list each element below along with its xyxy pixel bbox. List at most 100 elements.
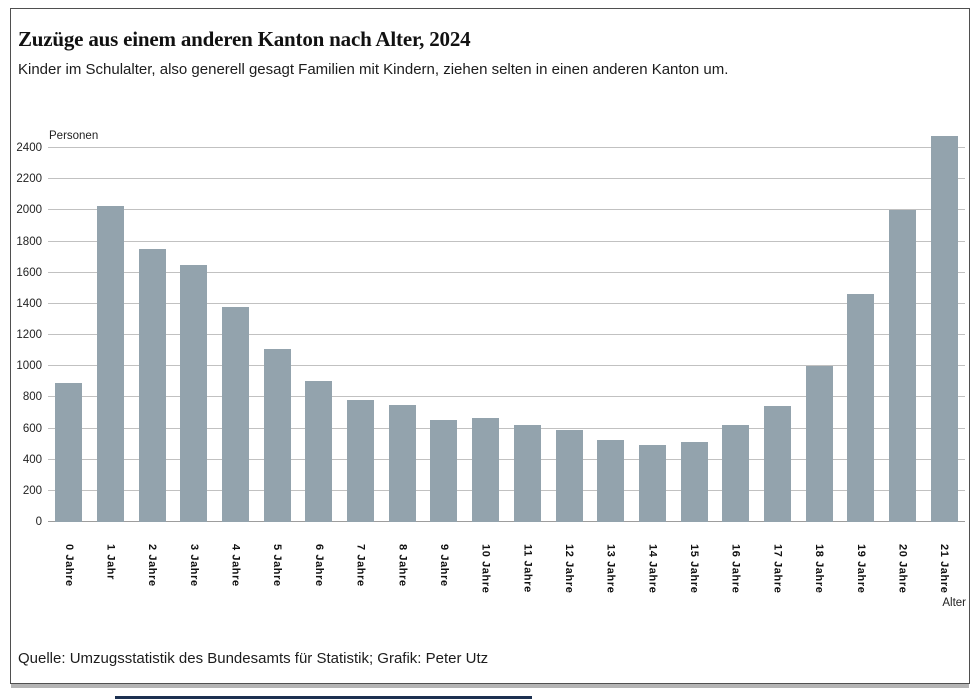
gridline (48, 271, 965, 273)
x-tick-label-text: 11 Jahre (521, 544, 534, 593)
y-tick-label: 200 (22, 484, 42, 497)
x-tick-label-text: 14 Jahre (646, 544, 659, 594)
bar-15-jahre (680, 441, 708, 522)
bar-14-jahre (638, 444, 666, 522)
bar-5-jahre (263, 349, 291, 522)
bottom-decorative-line (115, 696, 532, 699)
bar-17-jahre (763, 405, 791, 522)
bar-4-jahre (222, 306, 250, 522)
bar-9-jahre (430, 419, 458, 522)
y-tick-label: 2200 (16, 173, 42, 186)
x-tick-label-text: 18 Jahre (813, 544, 826, 594)
bar-3-jahre (180, 264, 208, 522)
gridline (48, 240, 965, 242)
y-tick-label: 1600 (16, 266, 42, 279)
bar-10-jahre (472, 418, 500, 522)
gridline (48, 209, 965, 211)
x-tick-label: 14 Jahre (632, 544, 674, 608)
bar-13-jahre (597, 440, 625, 522)
x-axis-title: Alter (942, 597, 966, 609)
y-tick-label: 1000 (16, 360, 42, 373)
x-tick-label: 0 Jahre (48, 544, 90, 608)
y-tick-label: 1400 (16, 297, 42, 310)
y-axis-title: Personen (49, 130, 99, 142)
bar-12-jahre (555, 430, 583, 522)
x-tick-label: 17 Jahre (757, 544, 799, 608)
bar-11-jahre (513, 425, 541, 522)
x-tick-label-text: 4 Jahre (229, 544, 242, 587)
x-tick-label-text: 13 Jahre (604, 544, 617, 594)
x-tick-label: 15 Jahre (673, 544, 715, 608)
x-tick-label: 5 Jahre (256, 544, 298, 608)
y-tick-label: 800 (22, 391, 42, 404)
x-tick-label: 19 Jahre (840, 544, 882, 608)
bar-18-jahre (805, 366, 833, 522)
bar-1-jahr (97, 205, 125, 522)
y-tick-label: 2400 (16, 142, 42, 154)
chart-subtitle: Kinder im Schulalter, also generell gesa… (18, 61, 729, 78)
x-tick-label-text: 3 Jahre (187, 544, 200, 587)
gridline (48, 396, 965, 398)
chart-card: Zuzüge aus einem anderen Kanton nach Alt… (10, 8, 970, 684)
x-tick-label-text: 5 Jahre (271, 544, 284, 587)
x-tick-label: 4 Jahre (215, 544, 257, 608)
y-tick-label: 0 (35, 516, 42, 528)
x-tick-label-text: 16 Jahre (729, 544, 742, 594)
x-tick-label-text: 21 Jahre (938, 544, 951, 594)
x-tick-label-text: 20 Jahre (896, 544, 909, 594)
x-tick-label-text: 10 Jahre (479, 544, 492, 594)
x-tick-label: 20 Jahre (882, 544, 924, 608)
x-tick-label: 11 Jahre (507, 544, 549, 608)
y-tick-label: 2000 (16, 204, 42, 217)
gridline (48, 178, 965, 180)
x-tick-label-text: 9 Jahre (437, 544, 450, 587)
x-tick-label: 3 Jahre (173, 544, 215, 608)
y-tick-label: 400 (22, 453, 42, 466)
x-tick-label: 10 Jahre (465, 544, 507, 608)
bar-0-jahre (55, 383, 83, 522)
x-axis-labels: 0 Jahre 1 Jahr 2 Jahre 3 Jahre 4 Jahre 5 Jahr… (48, 544, 965, 608)
x-tick-label-text: 1 Jahr (104, 544, 117, 581)
gridline (48, 147, 965, 148)
y-tick-label: 1200 (16, 329, 42, 341)
bar-chart-plot-area: Personen 0 200 400 600 800 1000 1200 1400 1600 18… (16, 130, 965, 528)
gridline (48, 489, 965, 491)
x-tick-label: 6 Jahre (298, 544, 340, 608)
bar-16-jahre (722, 425, 750, 522)
gridline (48, 365, 965, 367)
x-tick-label: 21 Jahre (923, 544, 965, 608)
x-tick-label: 18 Jahre (798, 544, 840, 608)
bar-7-jahre (347, 399, 375, 522)
x-tick-label: 9 Jahre (423, 544, 465, 608)
gridline (48, 521, 965, 522)
x-tick-label: 2 Jahre (131, 544, 173, 608)
x-tick-label: 1 Jahr (90, 544, 132, 608)
gridline (48, 458, 965, 460)
x-tick-label-text: 15 Jahre (688, 544, 701, 594)
bar-19-jahre (847, 293, 875, 522)
x-tick-label-text: 2 Jahre (146, 544, 159, 587)
bar-2-jahre (138, 249, 166, 522)
x-tick-label: 16 Jahre (715, 544, 757, 608)
gridline (48, 334, 965, 335)
bar-8-jahre (388, 405, 416, 522)
y-tick-label: 600 (22, 422, 42, 435)
source-credit: Quelle: Umzugsstatistik des Bundesamts f… (18, 650, 489, 667)
x-tick-label-text: 19 Jahre (854, 544, 867, 594)
x-tick-label-text: 7 Jahre (354, 544, 367, 587)
gridline (48, 427, 965, 429)
gridline (48, 302, 965, 304)
chart-title: Zuzüge aus einem anderen Kanton nach Alt… (18, 27, 471, 51)
x-tick-label: 7 Jahre (340, 544, 382, 608)
x-tick-label: 8 Jahre (381, 544, 423, 608)
x-tick-label-text: 12 Jahre (563, 544, 575, 594)
x-tick-label-text: 0 Jahre (62, 544, 75, 587)
x-tick-label-text: 17 Jahre (771, 544, 784, 594)
x-tick-label-text: 8 Jahre (396, 544, 409, 587)
x-tick-label-text: 6 Jahre (312, 544, 325, 587)
x-tick-label: 12 Jahre (548, 544, 590, 608)
bar-6-jahre (305, 380, 333, 522)
bar-20-jahre (888, 209, 916, 522)
y-tick-label: 1800 (16, 235, 42, 248)
x-tick-label: 13 Jahre (590, 544, 632, 608)
